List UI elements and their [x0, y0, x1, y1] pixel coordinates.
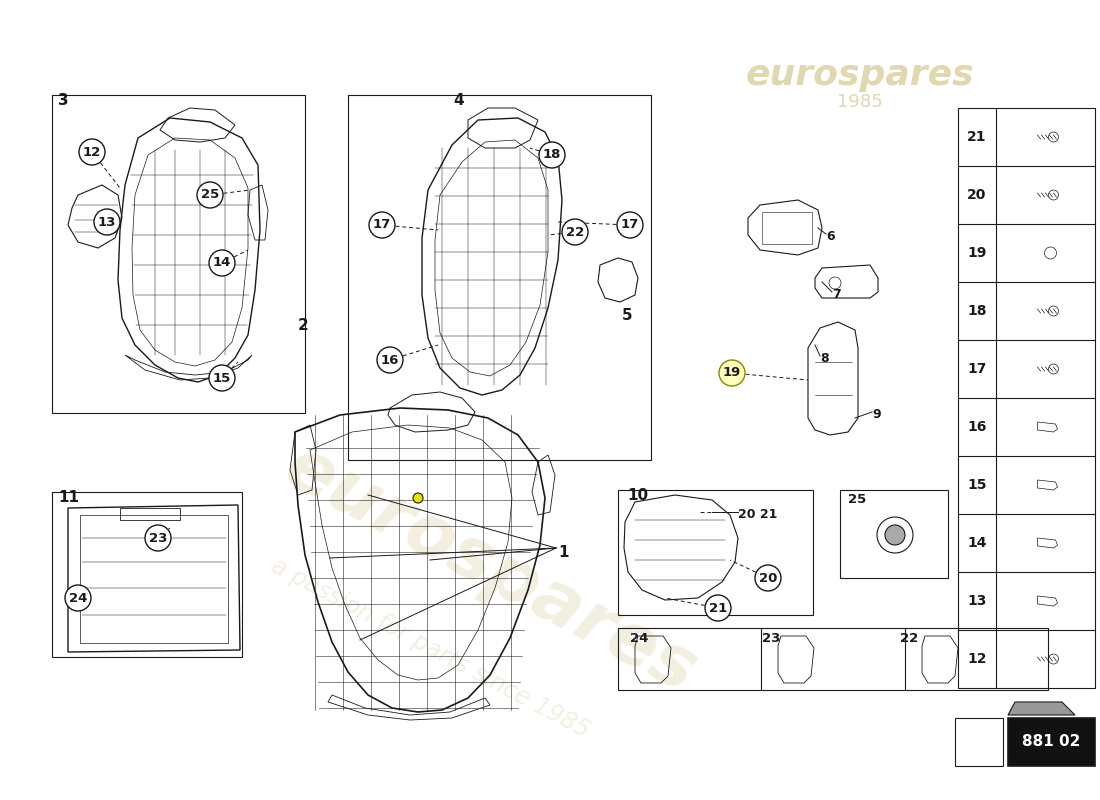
- Text: 14: 14: [967, 536, 987, 550]
- Text: 17: 17: [373, 218, 392, 231]
- Text: 21: 21: [967, 130, 987, 144]
- Text: 9: 9: [872, 408, 881, 421]
- Text: 15: 15: [213, 371, 231, 385]
- Text: 20 21: 20 21: [738, 508, 778, 521]
- Bar: [958, 108, 1094, 688]
- Circle shape: [412, 493, 424, 503]
- Text: 23: 23: [148, 531, 167, 545]
- Circle shape: [886, 525, 905, 545]
- Circle shape: [755, 565, 781, 591]
- Text: 881 02: 881 02: [1022, 734, 1080, 750]
- Circle shape: [617, 212, 643, 238]
- Bar: [618, 628, 1048, 690]
- Circle shape: [94, 209, 120, 235]
- Circle shape: [539, 142, 565, 168]
- Circle shape: [197, 182, 223, 208]
- Text: 10: 10: [627, 488, 648, 503]
- Text: eurospares: eurospares: [272, 432, 707, 708]
- Text: 24: 24: [630, 632, 648, 645]
- Text: 12: 12: [82, 146, 101, 158]
- Text: 25: 25: [848, 493, 867, 506]
- Bar: [120, 508, 180, 520]
- Text: 17: 17: [967, 362, 987, 376]
- Circle shape: [209, 365, 235, 391]
- Circle shape: [719, 360, 745, 386]
- Text: 3: 3: [58, 93, 68, 108]
- Text: 23: 23: [762, 632, 780, 645]
- Text: 14: 14: [212, 257, 231, 270]
- Text: 24: 24: [69, 591, 87, 605]
- Text: 1: 1: [558, 545, 569, 560]
- Bar: [1008, 718, 1094, 766]
- Circle shape: [377, 347, 403, 373]
- Circle shape: [877, 517, 913, 553]
- Text: 6: 6: [826, 230, 835, 243]
- Bar: [840, 490, 948, 578]
- Text: 7: 7: [832, 288, 840, 301]
- Bar: [348, 95, 651, 460]
- Bar: [762, 212, 812, 244]
- Circle shape: [562, 219, 588, 245]
- Text: 20: 20: [967, 188, 987, 202]
- Text: 19: 19: [967, 246, 987, 260]
- Circle shape: [65, 585, 91, 611]
- Text: 15: 15: [967, 478, 987, 492]
- Text: 8: 8: [820, 352, 828, 365]
- Bar: [618, 490, 813, 615]
- Circle shape: [368, 212, 395, 238]
- Text: 12: 12: [967, 652, 987, 666]
- Text: 21: 21: [708, 602, 727, 614]
- Text: 25: 25: [201, 189, 219, 202]
- Text: 2: 2: [298, 318, 309, 333]
- Text: 1985: 1985: [837, 93, 883, 111]
- Text: 16: 16: [381, 354, 399, 366]
- Text: 4: 4: [453, 93, 463, 108]
- Text: 22: 22: [565, 226, 584, 238]
- Text: 20: 20: [759, 571, 778, 585]
- Circle shape: [79, 139, 104, 165]
- Bar: [80, 515, 228, 643]
- Text: 13: 13: [98, 215, 117, 229]
- Bar: [52, 492, 242, 657]
- Text: 5: 5: [621, 308, 632, 323]
- Bar: [52, 95, 305, 413]
- Text: 18: 18: [967, 304, 987, 318]
- Circle shape: [705, 595, 732, 621]
- Text: 17: 17: [620, 218, 639, 231]
- Text: 19: 19: [723, 366, 741, 379]
- Text: 13: 13: [967, 594, 987, 608]
- Text: 16: 16: [967, 420, 987, 434]
- Circle shape: [209, 250, 235, 276]
- Text: a passion for parts since 1985: a passion for parts since 1985: [267, 554, 593, 742]
- Polygon shape: [1008, 702, 1075, 715]
- Text: 11: 11: [58, 490, 79, 505]
- Bar: [955, 718, 1003, 766]
- Circle shape: [145, 525, 170, 551]
- Text: 22: 22: [900, 632, 918, 645]
- Text: 18: 18: [542, 149, 561, 162]
- Text: eurospares: eurospares: [746, 58, 975, 92]
